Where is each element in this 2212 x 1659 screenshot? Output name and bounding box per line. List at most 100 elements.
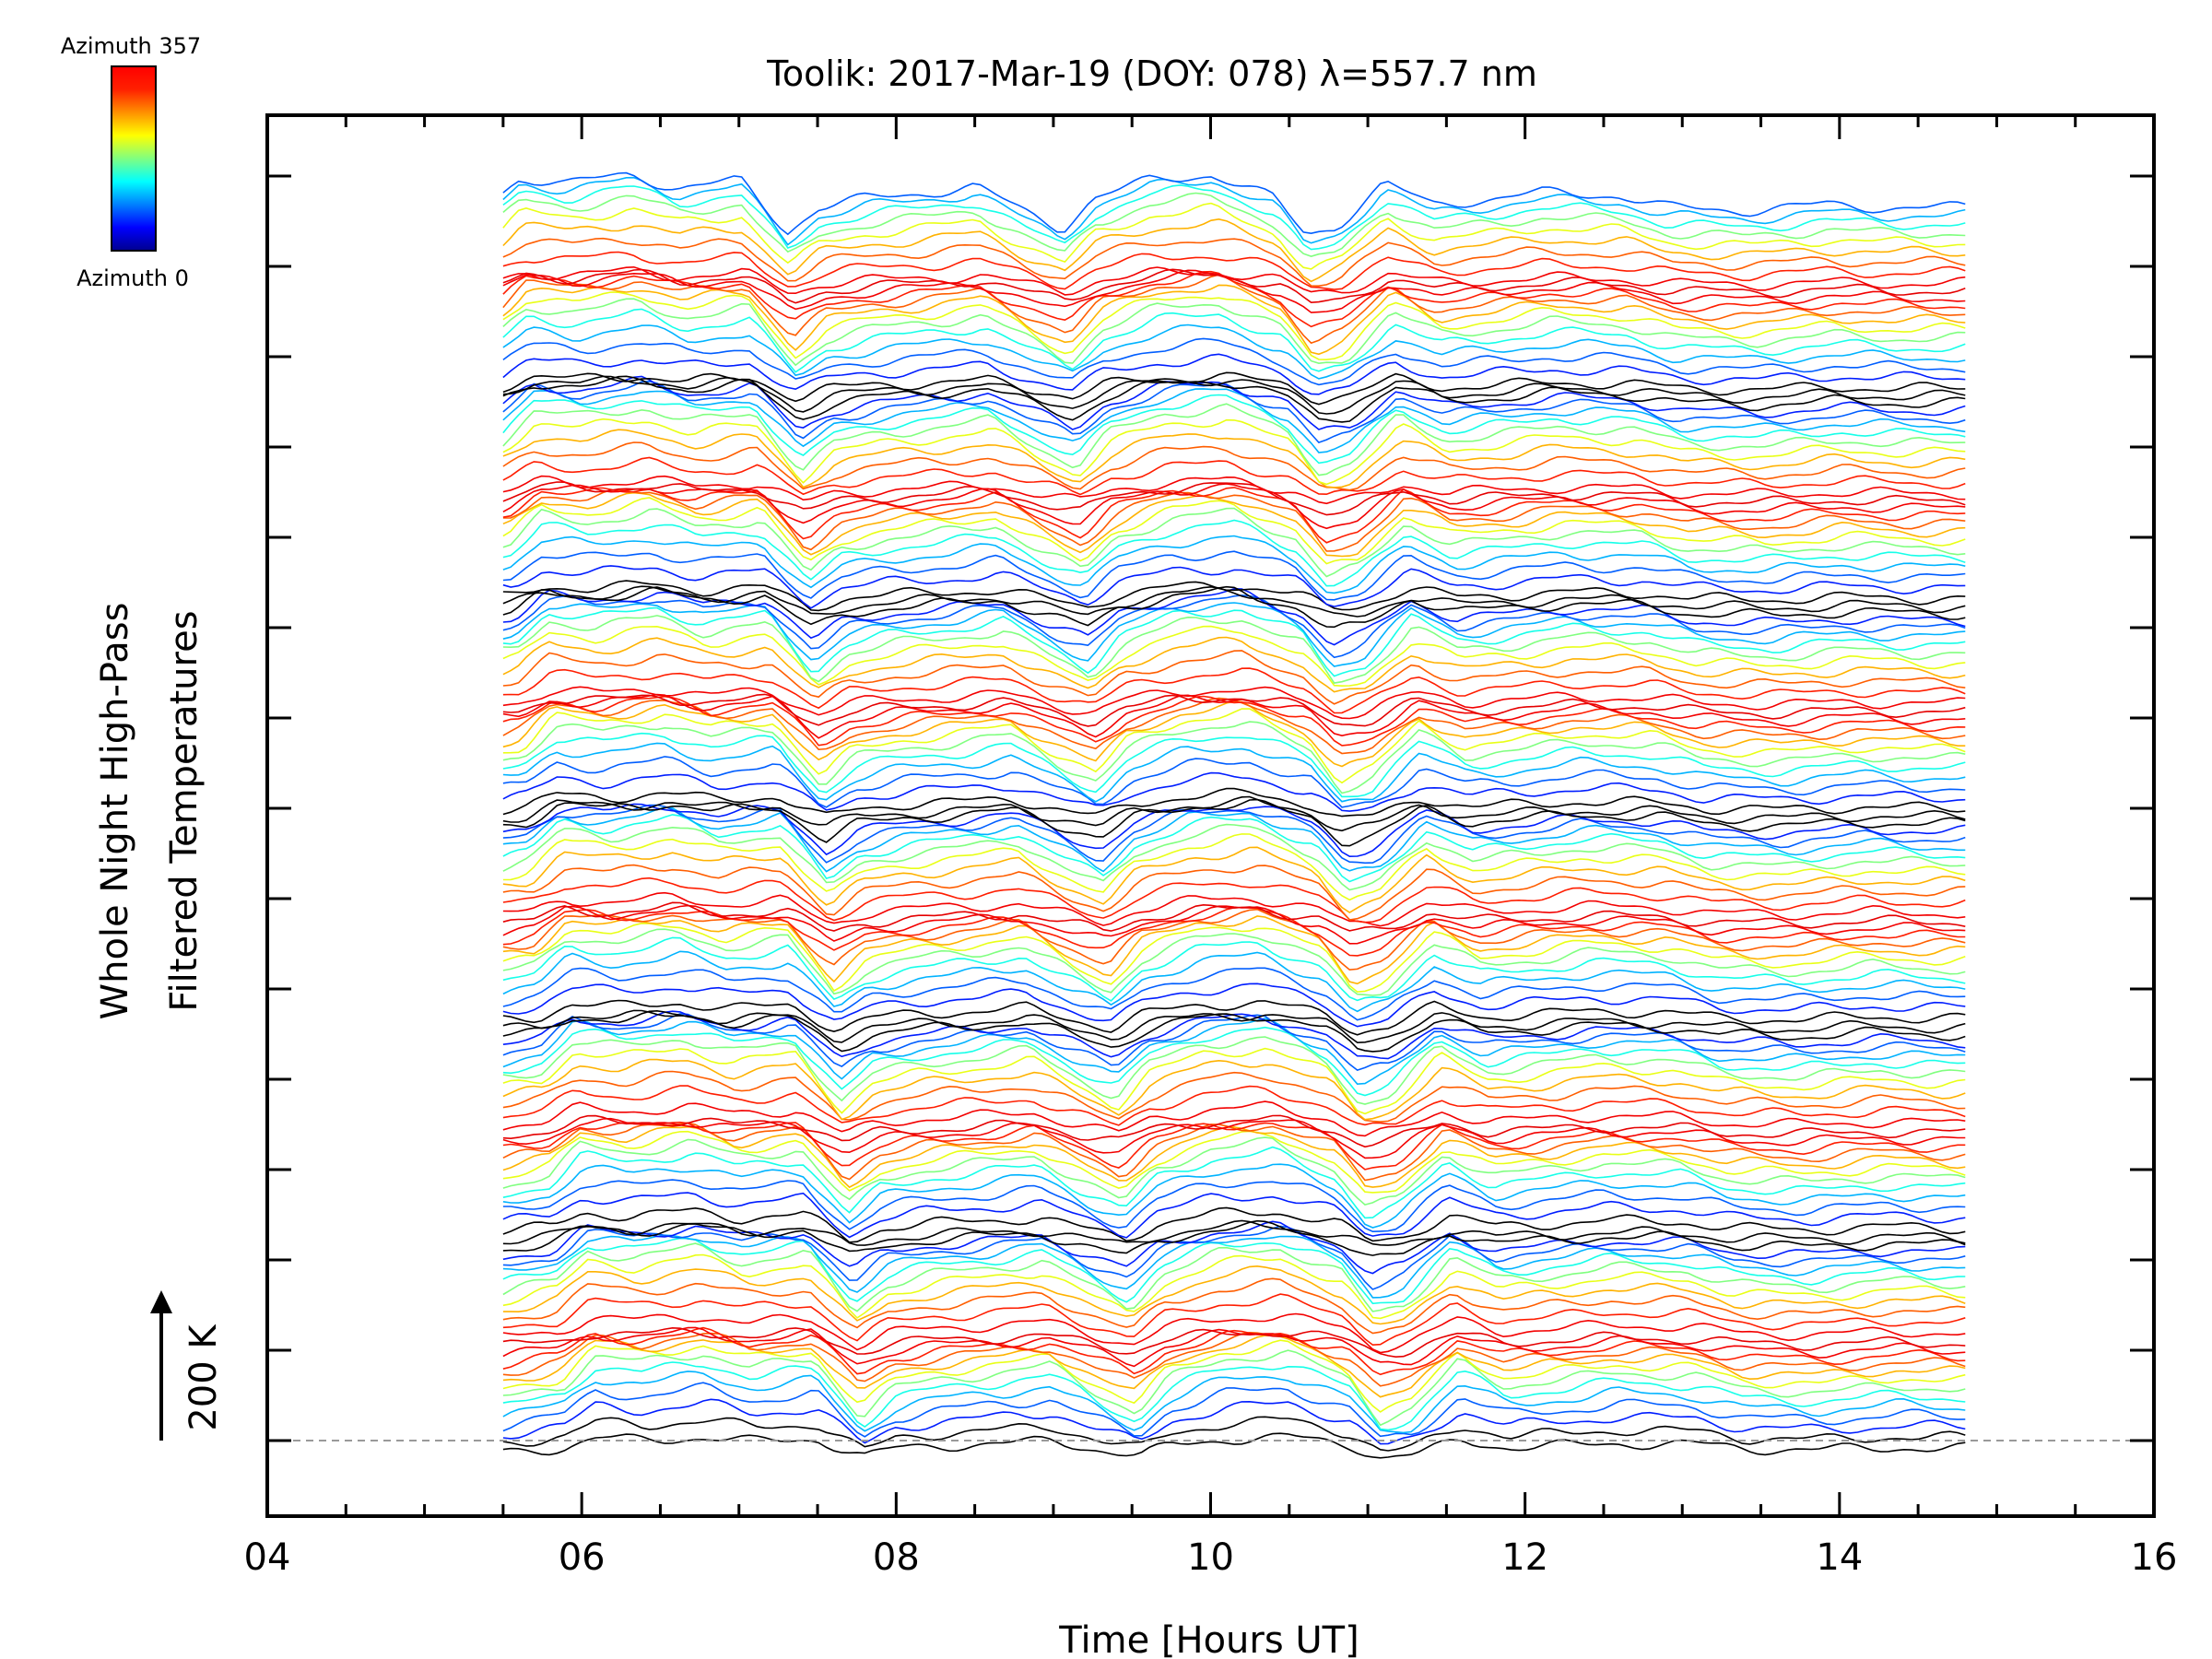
colorbar-bottom-label: Azimuth 0	[76, 265, 189, 291]
trace-line	[502, 1219, 1966, 1246]
x-tick-label: 10	[1187, 1536, 1234, 1579]
x-tick-labels: 04 06 08 10 12 14 16	[244, 1536, 2178, 1579]
trace-line	[502, 982, 1966, 1028]
trace-group	[502, 171, 1966, 1459]
y-axis-title-line-1: Whole Night High-Pass	[94, 603, 136, 1020]
trace-line	[502, 1398, 1966, 1445]
trace-line	[502, 877, 1966, 924]
trace-line	[502, 324, 1966, 380]
trace-line	[502, 602, 1966, 667]
trace-line	[502, 1009, 1966, 1053]
trace-line	[502, 1293, 1966, 1347]
trace-line	[502, 936, 1966, 1002]
trace-line	[502, 1085, 1966, 1126]
trace-line	[502, 615, 1966, 684]
trace-line	[502, 846, 1966, 914]
trace-line	[502, 798, 1966, 847]
trace-line	[502, 864, 1966, 921]
trace-line	[502, 1179, 1966, 1233]
trace-line	[502, 475, 1966, 505]
trace-line	[502, 550, 1966, 601]
trace-line	[502, 915, 1966, 985]
trace-line	[502, 488, 1966, 552]
trace-line	[502, 308, 1966, 373]
trace-line	[502, 1339, 1966, 1413]
trace-line	[502, 176, 1966, 246]
trace-line	[502, 1237, 1966, 1305]
trace-line	[502, 891, 1966, 927]
trace-line	[502, 787, 1966, 818]
trace-line	[502, 1242, 1966, 1312]
trace-line	[502, 388, 1966, 453]
trace-line	[502, 483, 1966, 530]
trace-line	[502, 1121, 1966, 1171]
trace-line	[502, 375, 1966, 415]
trace-line	[502, 441, 1966, 491]
trace-line	[502, 1331, 1966, 1387]
trace-line	[502, 814, 1966, 883]
trace-line	[502, 1192, 1966, 1239]
trace-line	[502, 686, 1966, 720]
trace-line	[502, 708, 1966, 784]
trace-line	[502, 625, 1966, 688]
trace-line	[502, 1326, 1966, 1368]
trace-line	[502, 184, 1966, 251]
trace-line	[502, 497, 1966, 565]
trace-line	[502, 833, 1966, 901]
trace-line	[502, 1265, 1966, 1325]
trace-line	[502, 1114, 1966, 1148]
trace-line	[502, 606, 1966, 677]
trace-line	[502, 823, 1966, 891]
trace-line	[502, 795, 1966, 832]
colorbar-top-label: Azimuth 357	[61, 33, 201, 59]
trace-line	[502, 1009, 1966, 1044]
x-tick-label: 12	[1501, 1536, 1548, 1579]
trace-line	[502, 491, 1966, 558]
trace-line	[502, 667, 1966, 714]
trace-line	[502, 580, 1966, 612]
trace-line	[502, 901, 1966, 932]
trace-line	[502, 693, 1966, 727]
trace-line	[502, 284, 1966, 356]
trace-line	[502, 1326, 1966, 1359]
trace-line	[502, 1432, 1966, 1459]
scale-bar: 200 K	[150, 1290, 225, 1441]
trace-line	[502, 1277, 1966, 1335]
trace-line	[502, 1371, 1966, 1434]
trace-line	[502, 1206, 1966, 1243]
trace-line	[502, 594, 1966, 659]
trace-line	[502, 693, 1966, 739]
trace-line	[502, 251, 1966, 290]
trace-line	[502, 1234, 1966, 1299]
x-tick-label: 14	[1816, 1536, 1863, 1579]
scale-bar-label: 200 K	[182, 1324, 225, 1431]
trace-line	[502, 291, 1966, 361]
scale-arrow-head	[150, 1290, 172, 1313]
trace-line	[502, 950, 1966, 1013]
axis-ticks	[265, 115, 2156, 1516]
trace-line	[502, 1117, 1966, 1159]
trace-line	[502, 1225, 1966, 1290]
trace-line	[502, 481, 1966, 516]
trace-line	[502, 353, 1966, 395]
trace-line	[502, 298, 1966, 367]
trace-line	[502, 732, 1966, 798]
trace-line	[502, 1253, 1966, 1320]
trace-line	[502, 636, 1966, 693]
trace-line	[502, 394, 1966, 465]
trace-line	[502, 1026, 1966, 1097]
trace-line	[502, 1047, 1966, 1115]
trace-line	[502, 519, 1966, 587]
trace-line	[502, 967, 1966, 1021]
x-tick-label: 06	[559, 1536, 606, 1579]
trace-line	[502, 171, 1966, 236]
chart-title: Toolik: 2017-Mar-19 (DOY: 078) λ=557.7 n…	[766, 53, 1537, 94]
x-tick-label: 04	[244, 1536, 291, 1579]
trace-line	[502, 269, 1966, 313]
trace-line	[502, 585, 1966, 618]
trace-line	[502, 265, 1966, 296]
trace-line	[502, 928, 1966, 996]
trace-line	[502, 375, 1966, 430]
trace-line	[502, 487, 1966, 544]
